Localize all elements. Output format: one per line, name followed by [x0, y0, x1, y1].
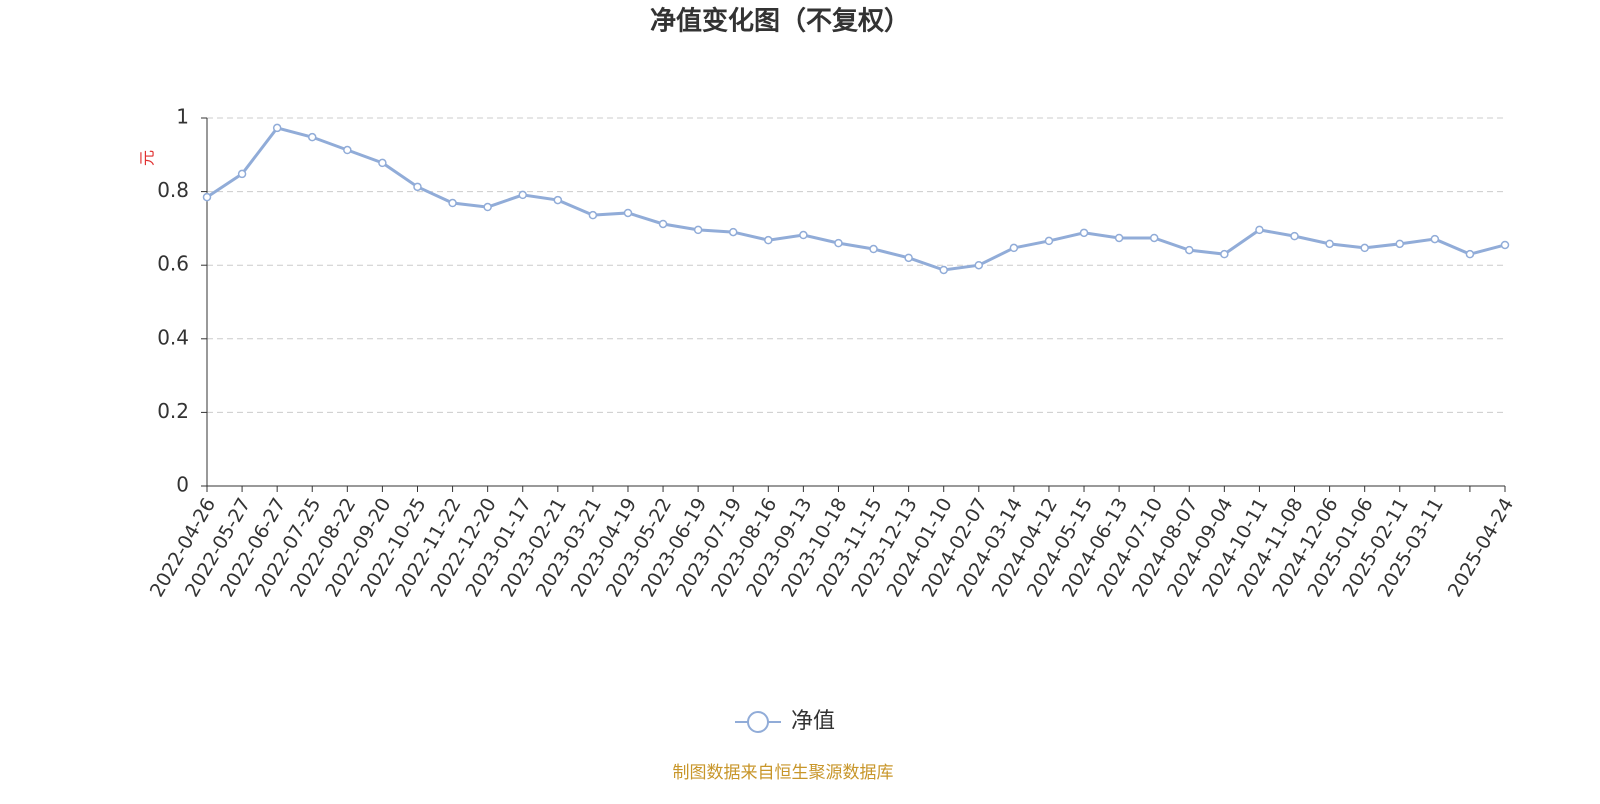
source-note: 制图数据来自恒生聚源数据库 [673, 763, 894, 783]
point-marker [728, 227, 738, 237]
point-marker [202, 192, 212, 202]
y-tick-label: 1 [176, 105, 189, 129]
point-marker [413, 182, 422, 192]
point-marker [939, 265, 948, 275]
point-marker [658, 219, 668, 229]
y-tick-label: 0.8 [157, 178, 189, 202]
x-tick-label: 2025-04-24 [1444, 494, 1518, 601]
point-marker [1500, 240, 1510, 250]
y-tick-label: 0.2 [157, 399, 189, 423]
point-marker [1255, 225, 1264, 235]
point-marker [553, 195, 563, 205]
series-line [206, 126, 1506, 272]
point-marker [1360, 243, 1369, 253]
y-tick-label: 0.4 [157, 325, 189, 349]
point-marker [904, 253, 913, 263]
point-marker [799, 230, 808, 240]
point-marker [343, 145, 352, 155]
point-marker [1395, 239, 1405, 249]
point-marker [588, 210, 598, 220]
legend-label: 净值 [791, 709, 835, 734]
point-marker [1430, 234, 1440, 244]
chart-title: 净值变化图（不复权） [650, 6, 910, 37]
point-marker [307, 132, 317, 142]
point-marker [974, 260, 984, 270]
point-marker [448, 198, 457, 208]
point-marker [764, 235, 773, 245]
point-marker [378, 158, 387, 168]
point-marker [693, 225, 703, 235]
point-marker [483, 202, 492, 212]
y-tick-label: 0.6 [157, 252, 189, 276]
point-marker [1009, 243, 1019, 253]
point-marker [237, 169, 247, 179]
point-marker [1149, 233, 1159, 243]
y-tick-label: 0 [176, 473, 189, 497]
y-axis-label: 元 [138, 150, 157, 166]
point-marker [1220, 249, 1229, 259]
legend-marker [747, 711, 769, 733]
point-marker [1325, 239, 1334, 249]
point-marker [834, 238, 843, 248]
point-marker [1044, 236, 1054, 246]
point-marker [1079, 228, 1089, 238]
point-marker [623, 208, 633, 218]
point-marker [1465, 249, 1475, 259]
point-marker [1185, 245, 1194, 255]
point-marker [518, 190, 527, 200]
point-marker [1290, 231, 1299, 241]
point-marker [1114, 233, 1124, 243]
point-marker [869, 244, 878, 254]
point-marker [272, 123, 282, 133]
